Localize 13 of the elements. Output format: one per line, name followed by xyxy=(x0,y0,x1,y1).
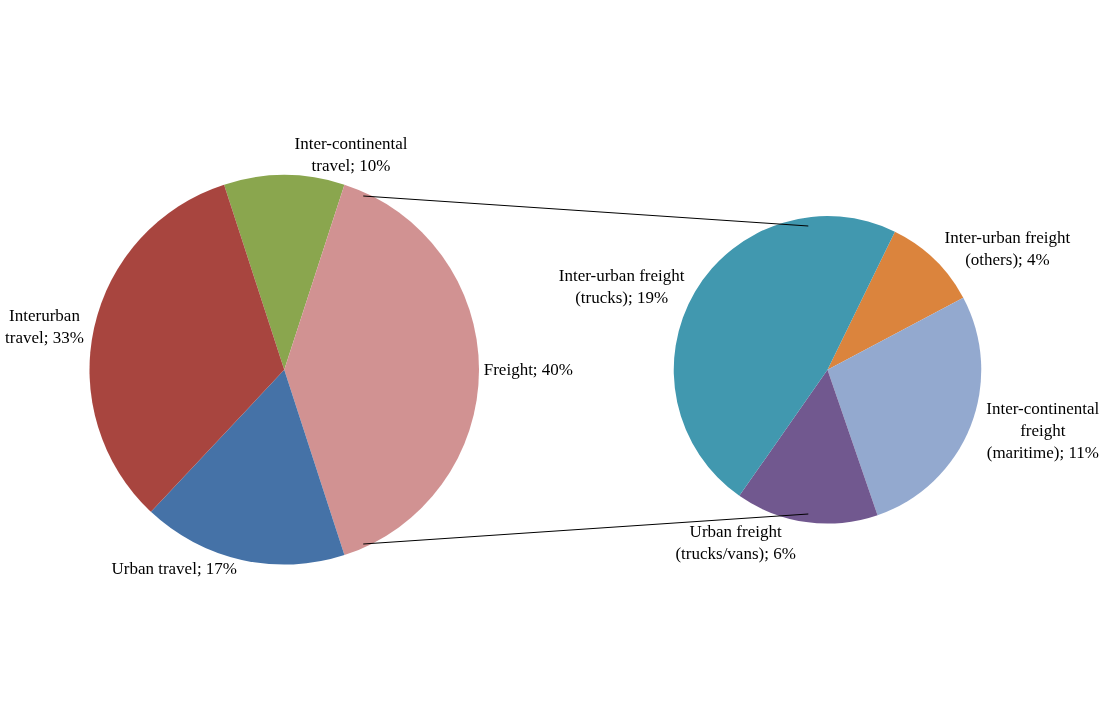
slice-label: Inter-urban freight (trucks); 19% xyxy=(558,265,685,308)
slice-label: Inter-continental travel; 10% xyxy=(294,134,408,176)
pie-slice xyxy=(224,175,345,370)
pie-slice xyxy=(739,369,878,524)
pie-slice xyxy=(827,297,982,516)
slice-label: Inter-continental freight (maritime); 11% xyxy=(986,398,1100,463)
slice-label: Inter-urban freight (others); 4% xyxy=(944,228,1071,270)
slice-label: Urban travel; 17% xyxy=(111,559,238,579)
slice-label: Interurban travel; 33% xyxy=(5,305,84,347)
slice-label: Urban freight (trucks/vans); 6% xyxy=(675,521,796,563)
pie-slice xyxy=(89,184,285,512)
pie-slice xyxy=(284,184,479,556)
slice-label: Freight; 40% xyxy=(483,360,573,380)
